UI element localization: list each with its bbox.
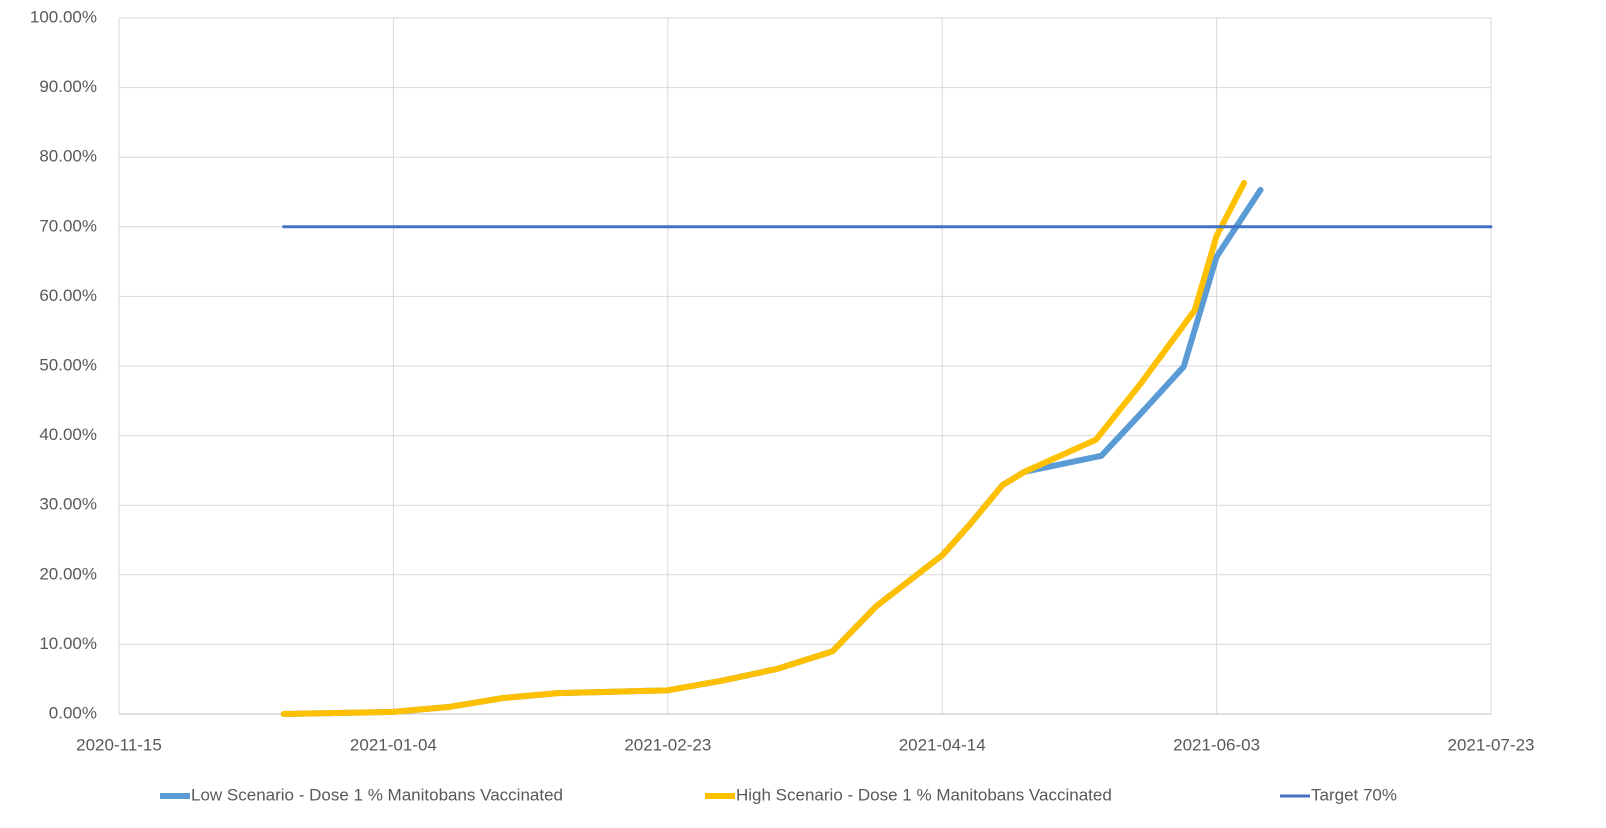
y-tick-label: 80.00% <box>39 147 97 166</box>
y-tick-label: 70.00% <box>39 216 97 235</box>
x-tick-label: 2020-11-15 <box>76 735 162 754</box>
series-line <box>280 186 1264 717</box>
y-tick-label: 100.00% <box>30 7 97 26</box>
legend-label: Low Scenario - Dose 1 % Manitobans Vacci… <box>191 785 563 804</box>
y-tick-label: 0.00% <box>49 703 97 722</box>
legend-label: High Scenario - Dose 1 % Manitobans Vacc… <box>736 785 1112 804</box>
x-tick-label: 2021-02-23 <box>624 735 711 754</box>
y-tick-label: 50.00% <box>39 355 97 374</box>
y-tick-label: 40.00% <box>39 425 97 444</box>
x-tick-label: 2021-04-14 <box>899 735 986 754</box>
y-tick-label: 10.00% <box>39 634 97 653</box>
y-tick-label: 30.00% <box>39 495 97 514</box>
y-tick-label: 60.00% <box>39 286 97 305</box>
series-line <box>280 179 1248 717</box>
y-tick-label: 90.00% <box>39 77 97 96</box>
y-tick-label: 20.00% <box>39 564 97 583</box>
x-tick-label: 2021-01-04 <box>350 735 437 754</box>
x-tick-label: 2021-06-03 <box>1173 735 1260 754</box>
legend-label: Target 70% <box>1311 785 1397 804</box>
x-tick-label: 2021-07-23 <box>1448 735 1535 754</box>
